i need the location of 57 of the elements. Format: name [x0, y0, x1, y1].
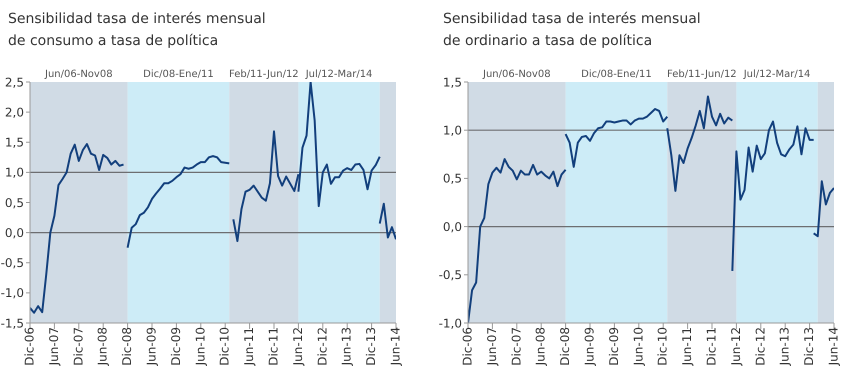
x-tick-label: Dic-12 [315, 327, 330, 366]
x-tick-label: Dic-10 [656, 327, 670, 366]
x-tick-label: Dic-07 [71, 327, 86, 366]
band-label: Jul/12-Mar/14 [304, 69, 372, 80]
y-tick-label: 2,0 [4, 105, 24, 120]
x-tick-label: Dic-13 [802, 327, 816, 366]
chart-title: Sensibilidad tasa de interés mensual de ordinario a tasa de política [443, 10, 701, 51]
y-tick-label: -1,5 [0, 316, 24, 330]
x-tick-label: Jun-13 [778, 327, 792, 366]
y-tick-label: 2,5 [4, 75, 24, 90]
x-tick-label: Jun-12 [290, 327, 305, 366]
x-tick-label: Jun-11 [680, 327, 694, 366]
y-tick-label: 0,5 [4, 196, 24, 210]
y-tick-label: 0,5 [442, 172, 462, 186]
x-tick-label: Dic-06 [460, 327, 475, 366]
x-tick-label: Dic-07 [509, 327, 524, 366]
x-tick-label: Jun-11 [242, 327, 256, 366]
x-tick-label: Jun-10 [631, 327, 646, 366]
y-tick-label: -0,5 [438, 268, 462, 282]
x-tick-label: Jun-09 [582, 327, 597, 366]
chart-title: Sensibilidad tasa de interés mensual de consumo a tasa de política [8, 10, 266, 51]
x-tick-label: Jun-14 [826, 327, 841, 366]
band-label: Jun/06-Nov08 [44, 69, 113, 80]
x-tick-label: Jun-10 [193, 327, 208, 366]
x-tick-label: Dic-06 [22, 327, 37, 366]
x-tick-label: Jun-07 [46, 327, 61, 366]
band-label: Feb/11-Jun/12 [228, 69, 299, 80]
x-tick-label: Dic-11 [266, 327, 281, 366]
x-tick-label: Dic-09 [168, 327, 183, 366]
y-tick-label: 0,0 [4, 226, 24, 240]
y-tick-label: -1,0 [0, 286, 24, 300]
y-tick-label: 1,5 [4, 136, 24, 150]
x-tick-label: Jun-09 [144, 327, 159, 366]
x-tick-label: Dic-08 [558, 327, 572, 366]
y-tick-label: 0,0 [442, 220, 462, 234]
x-tick-label: Dic-09 [606, 327, 621, 366]
band-label: Feb/11-Jun/12 [666, 69, 737, 80]
x-tick-label: Jun-14 [388, 327, 403, 366]
y-tick-label: 1,5 [442, 75, 462, 90]
x-tick-label: Dic-12 [753, 327, 768, 366]
x-tick-label: Jun-12 [728, 327, 743, 366]
y-tick-label: -1,0 [438, 316, 462, 330]
x-tick-label: Dic-11 [704, 327, 719, 366]
band-label: Dic/08-Ene/11 [143, 69, 214, 80]
band-label: Jul/12-Mar/14 [742, 69, 810, 80]
x-tick-label: Jun-07 [484, 327, 499, 366]
y-tick-label: -0,5 [0, 256, 24, 270]
x-tick-label: Dic-08 [120, 327, 134, 366]
x-tick-label: Dic-10 [218, 327, 232, 366]
band-label: Jun/06-Nov08 [482, 69, 551, 80]
x-tick-label: Dic-13 [364, 327, 378, 366]
x-tick-label: Jun-13 [340, 327, 354, 366]
x-tick-label: Jun-08 [96, 327, 110, 366]
y-tick-label: 1,0 [4, 166, 24, 180]
x-tick-label: Jun-08 [534, 327, 548, 366]
y-tick-label: 1,0 [442, 123, 462, 138]
band-label: Dic/08-Ene/11 [581, 69, 652, 80]
